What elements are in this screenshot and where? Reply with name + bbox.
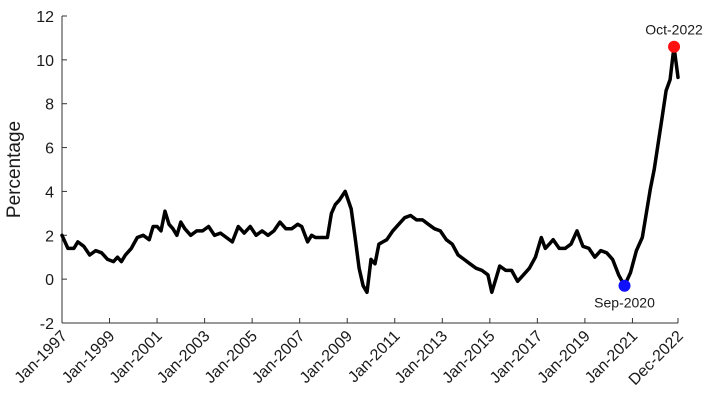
- y-tick-label: -2: [40, 316, 54, 333]
- x-axis-ticks: Jan-1997Jan-1999Jan-2001Jan-2003Jan-2005…: [12, 318, 687, 389]
- y-tick-label: 10: [36, 53, 54, 70]
- x-tick-label: Jan-2009: [297, 328, 356, 387]
- annotations-group: Sep-2020 Oct-2022: [594, 22, 703, 311]
- series-line: [60, 44, 680, 295]
- annotation-label: Oct-2022: [645, 22, 703, 38]
- highlight-point: [618, 279, 631, 292]
- series-group: [60, 44, 680, 295]
- y-axis-ticks: -2 0 2 4 6 8 10 12: [36, 9, 67, 333]
- annotation-label: Sep-2020: [594, 295, 655, 311]
- y-axis-label: Percentage: [4, 121, 25, 218]
- y-tick-label: 0: [45, 272, 54, 289]
- y-tick-label: 6: [45, 141, 54, 158]
- y-tick-label: 4: [45, 184, 54, 201]
- highlight-point: [668, 40, 681, 53]
- y-tick-label: 2: [45, 228, 54, 245]
- y-tick-label: 12: [36, 9, 54, 26]
- y-tick-label: 8: [45, 97, 54, 114]
